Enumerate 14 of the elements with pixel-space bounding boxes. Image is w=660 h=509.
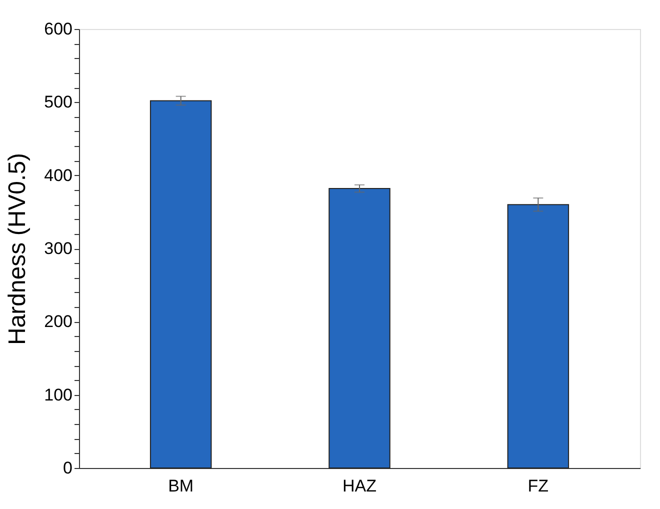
x-tick-label: BM	[168, 476, 194, 496]
bar	[328, 188, 390, 468]
bar	[150, 100, 212, 468]
y-axis-title: Hardness (HV0.5)	[4, 152, 32, 346]
bar	[507, 204, 570, 468]
y-tick-label: 200	[44, 312, 72, 332]
y-tick-label: 0	[63, 458, 72, 478]
y-tick-label: 400	[44, 166, 72, 185]
y-tick-label: 300	[44, 239, 72, 258]
y-tick-label: 600	[44, 20, 72, 38]
y-tick-label: 100	[44, 385, 72, 404]
y-tick-label: 500	[44, 92, 72, 112]
x-tick-label: HAZ	[342, 476, 376, 496]
x-tick-label: FZ	[528, 476, 549, 496]
